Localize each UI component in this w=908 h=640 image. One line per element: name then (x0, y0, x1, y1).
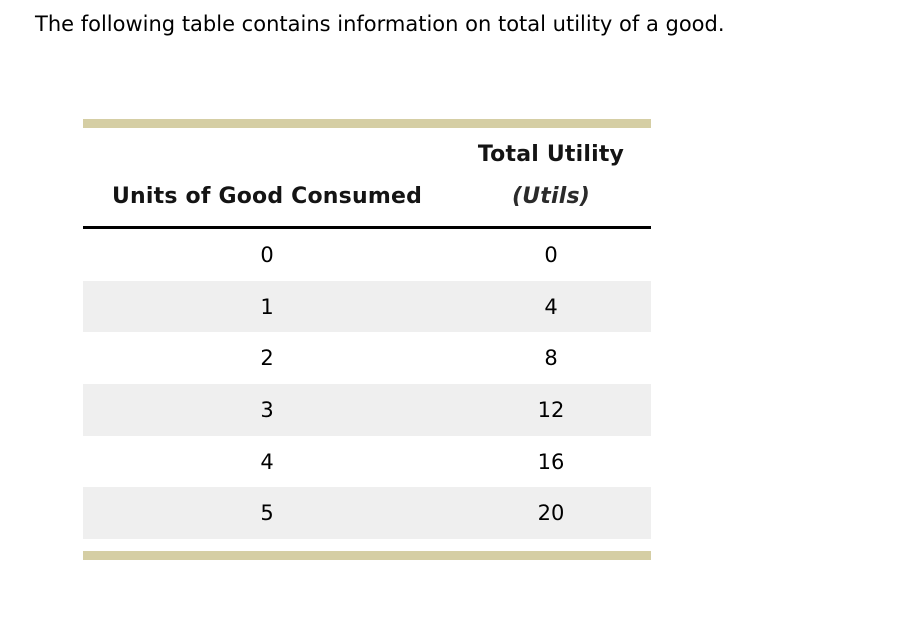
total-utility-cell: 4 (544, 294, 558, 319)
table-row: 4 16 (83, 435, 651, 488)
column-header-total-utility: Total Utility (Utils) (451, 134, 651, 218)
units-cell: 5 (260, 501, 274, 526)
table-row: 5 20 (83, 487, 651, 540)
table-row: 2 8 (83, 332, 651, 385)
units-cell: 4 (260, 449, 274, 474)
intro-text: The following table contains information… (35, 12, 725, 36)
units-cell: 0 (260, 242, 274, 267)
total-utility-cell: 20 (537, 501, 565, 526)
total-utility-cell: 8 (544, 346, 558, 371)
total-utility-table: Units of Good Consumed Total Utility (Ut… (83, 119, 651, 561)
total-utility-header-label: Total Utility (477, 142, 625, 167)
table-body: 0 0 1 4 2 8 3 12 4 16 5 20 (83, 229, 651, 540)
column-header-units: Units of Good Consumed (83, 176, 451, 218)
table-top-accent-bar (83, 119, 651, 128)
units-cell: 2 (260, 346, 274, 371)
table-header-row: Units of Good Consumed Total Utility (Ut… (83, 128, 651, 229)
total-utility-cell: 12 (537, 397, 565, 422)
total-utility-cell: 16 (537, 449, 565, 474)
table-bottom-gap (83, 539, 651, 552)
units-cell: 1 (260, 294, 274, 319)
table-row: 0 0 (83, 229, 651, 281)
table-bottom-accent-bar (83, 551, 651, 561)
total-utility-cell: 0 (544, 242, 558, 267)
units-cell: 3 (260, 397, 274, 422)
table-row: 1 4 (83, 280, 651, 333)
table-row: 3 12 (83, 384, 651, 436)
utils-unit-label: (Utils) (511, 184, 591, 209)
units-header-label: Units of Good Consumed (111, 184, 423, 209)
